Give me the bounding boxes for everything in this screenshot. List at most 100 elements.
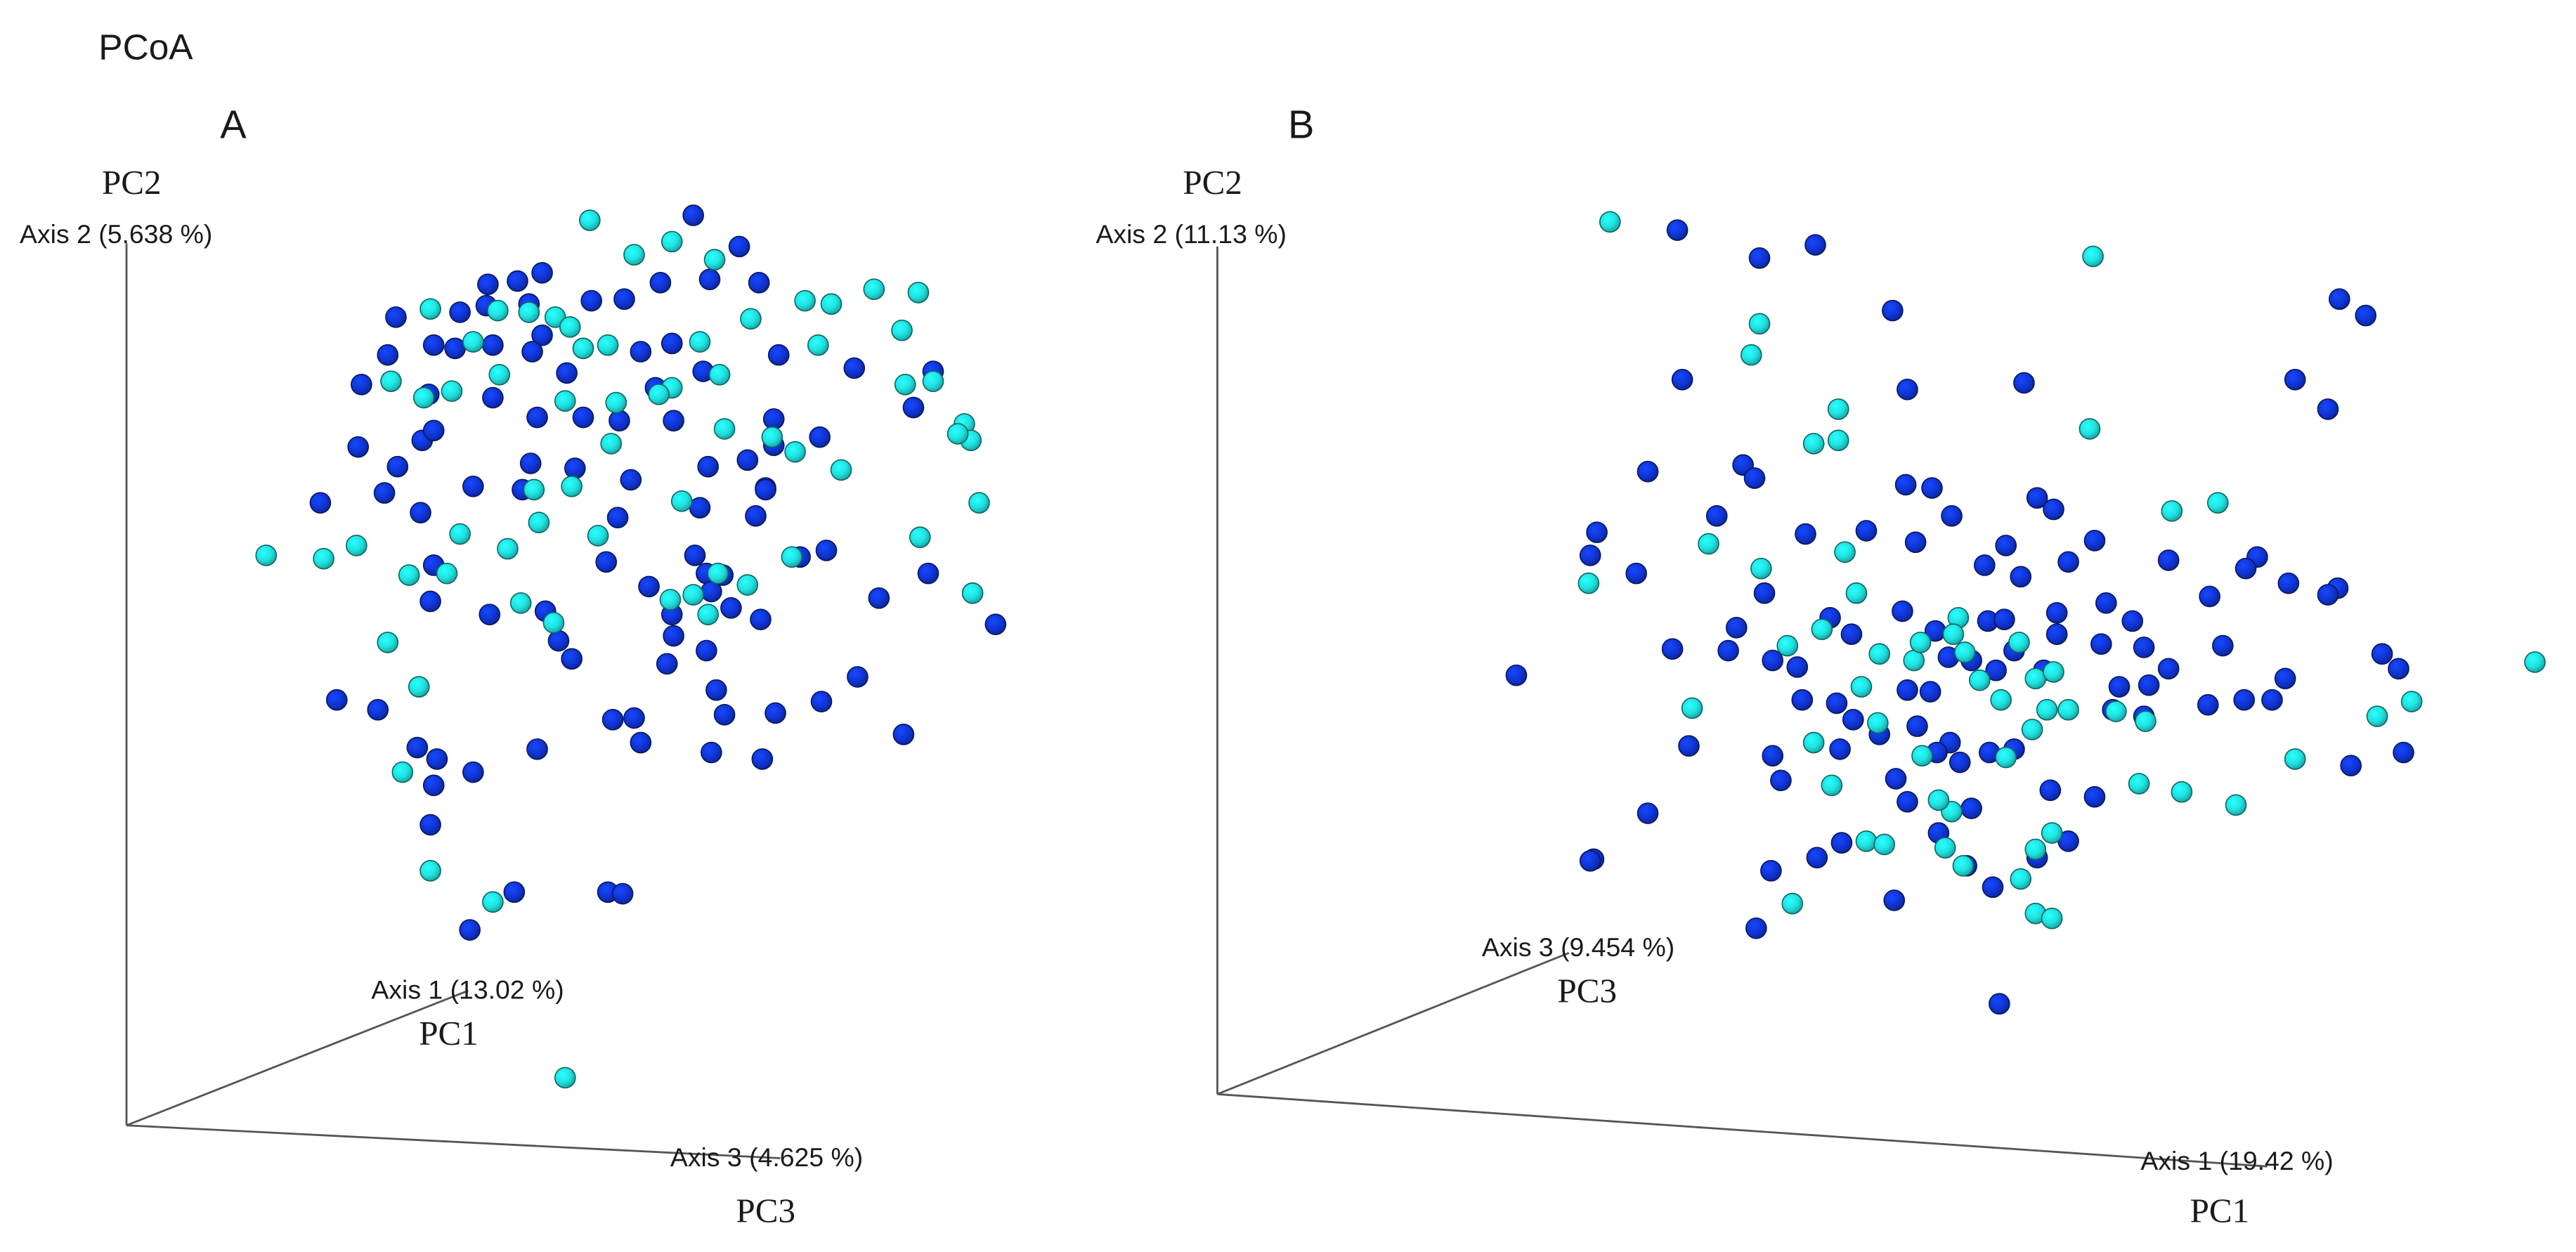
panel-b-group-1-point-93 [2039,779,2062,802]
panel-b-group-1-point-59 [2108,676,2131,698]
panel-b-group-1-point-95 [1897,790,1918,813]
panel-a-group-1-point-51 [620,469,642,491]
panel-a-group-1-point-62 [720,596,742,619]
panel-b-group-1-point-6 [1671,368,1693,391]
panel-a-horizontal-pc: PC3 [736,1192,795,1230]
panel-a-group-1-point-2 [477,273,499,296]
panel-b-group-2-point-16 [1903,649,1925,672]
panel-a-group-2-point-19 [807,334,829,356]
panel-a-depth-axis-label: Axis 1 (13.02 %) [371,975,564,1005]
panel-b-group-1-point-94 [1637,802,1659,824]
panel-b-group-2-point-21 [2008,632,2030,653]
panel-b-group-1-point-110 [1885,768,1907,790]
panel-b-group-1-point-85 [1949,751,1971,774]
panel-a-group-2-point-45 [707,562,729,585]
panel-a-group-2-point-17 [863,278,885,301]
panel-a-group-1-point-6 [613,288,635,311]
panel-b-horizontal-pc: PC1 [2190,1192,2250,1230]
panel-a-group-1-point-34 [572,406,594,429]
panel-a-group-2-point-38 [600,433,623,455]
panel-a-group-1-point-85 [623,707,645,729]
panel-a-group-1-point-71 [547,630,570,652]
panel-b-group-2-point-43 [2400,691,2423,712]
panel-a-group-1-point-36 [519,452,542,474]
panel-a-group-1-point-67 [696,639,717,662]
panel-a-group-2-point-35 [784,441,806,463]
panel-a-group-1-point-27 [767,344,790,366]
panel-a-group-1-point-73 [419,590,441,613]
panel-b-group-1-point-65 [2233,689,2256,711]
panel-b-group-1-point-106 [1760,860,1782,882]
panel-a-group-1-point-13 [531,324,553,346]
panel-a-group-2-point-4 [419,298,441,320]
panel-a-group-1-point-64 [638,575,660,598]
panel-b-group-2-point-49 [2024,838,2047,861]
panel-b-group-1-point-13 [1743,467,1766,489]
panel-b-group-1-point-69 [2340,755,2362,777]
panel-b-group-1-point-108 [1883,889,1906,911]
panel-a-group-1-point-23 [630,341,652,363]
panel-b-group-1-point-49 [2045,623,2068,646]
panel-a-group-2-point-47 [682,584,704,606]
panel-a-group-1-point-63 [750,608,772,630]
panel-b-group-1-point-64 [2261,689,2283,711]
panel-b-group-1-point-40 [1840,623,1863,646]
panel-a-group-1-point-82 [705,679,727,701]
panel-a-group-2-point-34 [830,459,852,481]
panel-a-group-1-point-66 [663,625,684,647]
panel-b-group-1-point-30 [2157,549,2180,571]
panel-b-group-2-point-57 [1821,774,1843,797]
panel-b-group-2-point-24 [2024,667,2047,690]
panel-a-group-1-point-95 [462,761,484,783]
panel-b-group-2-point-47 [1873,833,1896,856]
panel-a-group-1-point-79 [847,666,869,688]
panel-a-depth-pc: PC1 [419,1014,479,1052]
panel-b-group-1-point-5 [2355,304,2377,327]
panel-a-group-1-point-38 [663,410,684,432]
panel-a-group-1-point-24 [661,332,683,355]
panel-a-group-2-point-12 [597,334,619,356]
panel-a-group-1-point-11 [449,301,471,323]
panel-a-group-2-point-18 [891,319,913,341]
panel-b-group-1-point-1 [1748,247,1771,269]
panel-a-group-1-point-28 [843,357,866,379]
panel-a-group-1-point-88 [630,731,652,754]
panel-b-group-2-point-42 [2366,705,2388,727]
panel-a: A PC2 Axis 2 (5.638 %) Axis 1 (13.02 %) … [20,103,1007,1230]
panel-a-group-1-point-55 [745,505,767,527]
panel-b-group-2-point-34 [1681,697,1703,719]
panel-b-group-1-point-107 [1745,917,1767,939]
panel-b-group-1-point-80 [1842,708,1864,731]
panel-b-group-1-point-91 [1678,735,1700,757]
panel-b-group-2-point-53 [2010,868,2032,890]
panel-b-group-1-point-76 [1791,689,1814,711]
panel-b-group-2-point-41 [2284,748,2306,770]
panel-a-group-2-point-13 [689,331,711,353]
panel-a-group-1-point-8 [698,268,721,290]
panel-a-vertical-axis-label: Axis 2 (5.638 %) [20,219,212,249]
panel-b-group-1-point-72 [1661,638,1684,660]
panel-a-group-2-point-0 [579,209,601,231]
panel-a-group-1-point-81 [810,691,833,712]
panel-b-group-2-point-20 [1953,641,1976,663]
panel-b-group-1-point-41 [1892,600,1913,622]
panel-a-group-1-point-15 [422,334,445,356]
panel-b-group-1-point-3 [1882,299,1904,322]
panel-b-group-1-point-53 [1985,659,2007,682]
panel-b-group-1-point-8 [2013,372,2035,394]
panel-a-group-1-point-18 [351,373,372,396]
panel-b-group-1-point-32 [2235,557,2257,580]
panel-a-group-1-point-42 [347,436,370,458]
panel-b-group-1-point-4 [2329,288,2350,311]
panel-a-group-1-point-52 [606,507,629,529]
panel-b-group-2-point-48 [1927,789,1950,811]
panel-b-group-2-point-32 [1802,731,1825,754]
panel-b-group-1-point-9 [2284,368,2306,391]
panel-a-group-1-point-96 [422,774,445,797]
panel-b-group-1-point-105 [1579,850,1601,872]
panel-a-group-1-point-21 [521,341,543,363]
panel-a-group-1-point-54 [755,478,776,501]
panel-b-group-1-point-99 [1830,832,1853,854]
panel-a-group-2-point-52 [449,523,471,545]
panel-a-group-1-point-91 [325,689,348,711]
